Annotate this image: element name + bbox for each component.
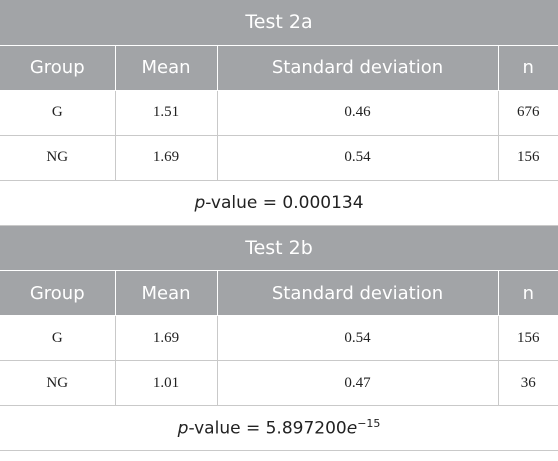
cell: 1.69 bbox=[114, 315, 218, 361]
column-header: n bbox=[497, 270, 558, 316]
cell: 1.51 bbox=[114, 89, 218, 136]
table-title: Test 2b bbox=[0, 225, 558, 271]
cell: 36 bbox=[497, 360, 558, 406]
cell: 156 bbox=[497, 134, 558, 181]
p-value-row: p-value = 0.000134 bbox=[0, 179, 558, 226]
p-symbol: p bbox=[194, 192, 206, 213]
title-row: Test 2a bbox=[0, 0, 558, 46]
cell: 0.54 bbox=[216, 134, 499, 181]
table-title: Test 2a bbox=[0, 0, 558, 46]
column-header: Mean bbox=[114, 44, 218, 91]
cell: 156 bbox=[497, 315, 558, 361]
p-symbol: p bbox=[177, 418, 189, 439]
p-value-row: p-value = 5.897200e−15 bbox=[0, 405, 558, 451]
column-header: Standard deviation bbox=[216, 270, 499, 316]
data-row: NG 1.69 0.54 156 bbox=[0, 134, 558, 181]
exponent: −15 bbox=[357, 417, 381, 431]
cell: 0.46 bbox=[216, 89, 499, 136]
cell: NG bbox=[0, 360, 116, 406]
cell: 1.69 bbox=[114, 134, 218, 181]
data-row: NG 1.01 0.47 36 bbox=[0, 360, 558, 406]
header-row: Group Mean Standard deviation n bbox=[0, 270, 558, 316]
data-row: G 1.51 0.46 676 bbox=[0, 89, 558, 136]
results-table: Test 2b Group Mean Standard deviation n G 1.69… bbox=[0, 225, 558, 451]
cell: 676 bbox=[497, 89, 558, 136]
column-header: Mean bbox=[114, 270, 218, 316]
p-value: p-value = 5.897200e−15 bbox=[0, 405, 558, 451]
column-header: n bbox=[497, 44, 558, 91]
p-value-text: -value = 0.000134 bbox=[205, 192, 364, 213]
header-row: Group Mean Standard deviation n bbox=[0, 44, 558, 91]
results-table: Test 2a Group Mean Standard deviation n G 1.51… bbox=[0, 0, 558, 226]
cell: 1.01 bbox=[114, 360, 218, 406]
data-row: G 1.69 0.54 156 bbox=[0, 315, 558, 361]
exponent-base: e bbox=[346, 418, 358, 439]
column-header: Group bbox=[0, 44, 116, 91]
title-row: Test 2b bbox=[0, 225, 558, 271]
cell: 0.47 bbox=[216, 360, 499, 406]
p-value: p-value = 0.000134 bbox=[0, 179, 558, 226]
cell: 0.54 bbox=[216, 315, 499, 361]
cell: G bbox=[0, 315, 116, 361]
cell: NG bbox=[0, 134, 116, 181]
p-value-text: -value = 5.897200 bbox=[188, 418, 347, 439]
column-header: Standard deviation bbox=[216, 44, 499, 91]
column-header: Group bbox=[0, 270, 116, 316]
cell: G bbox=[0, 89, 116, 136]
